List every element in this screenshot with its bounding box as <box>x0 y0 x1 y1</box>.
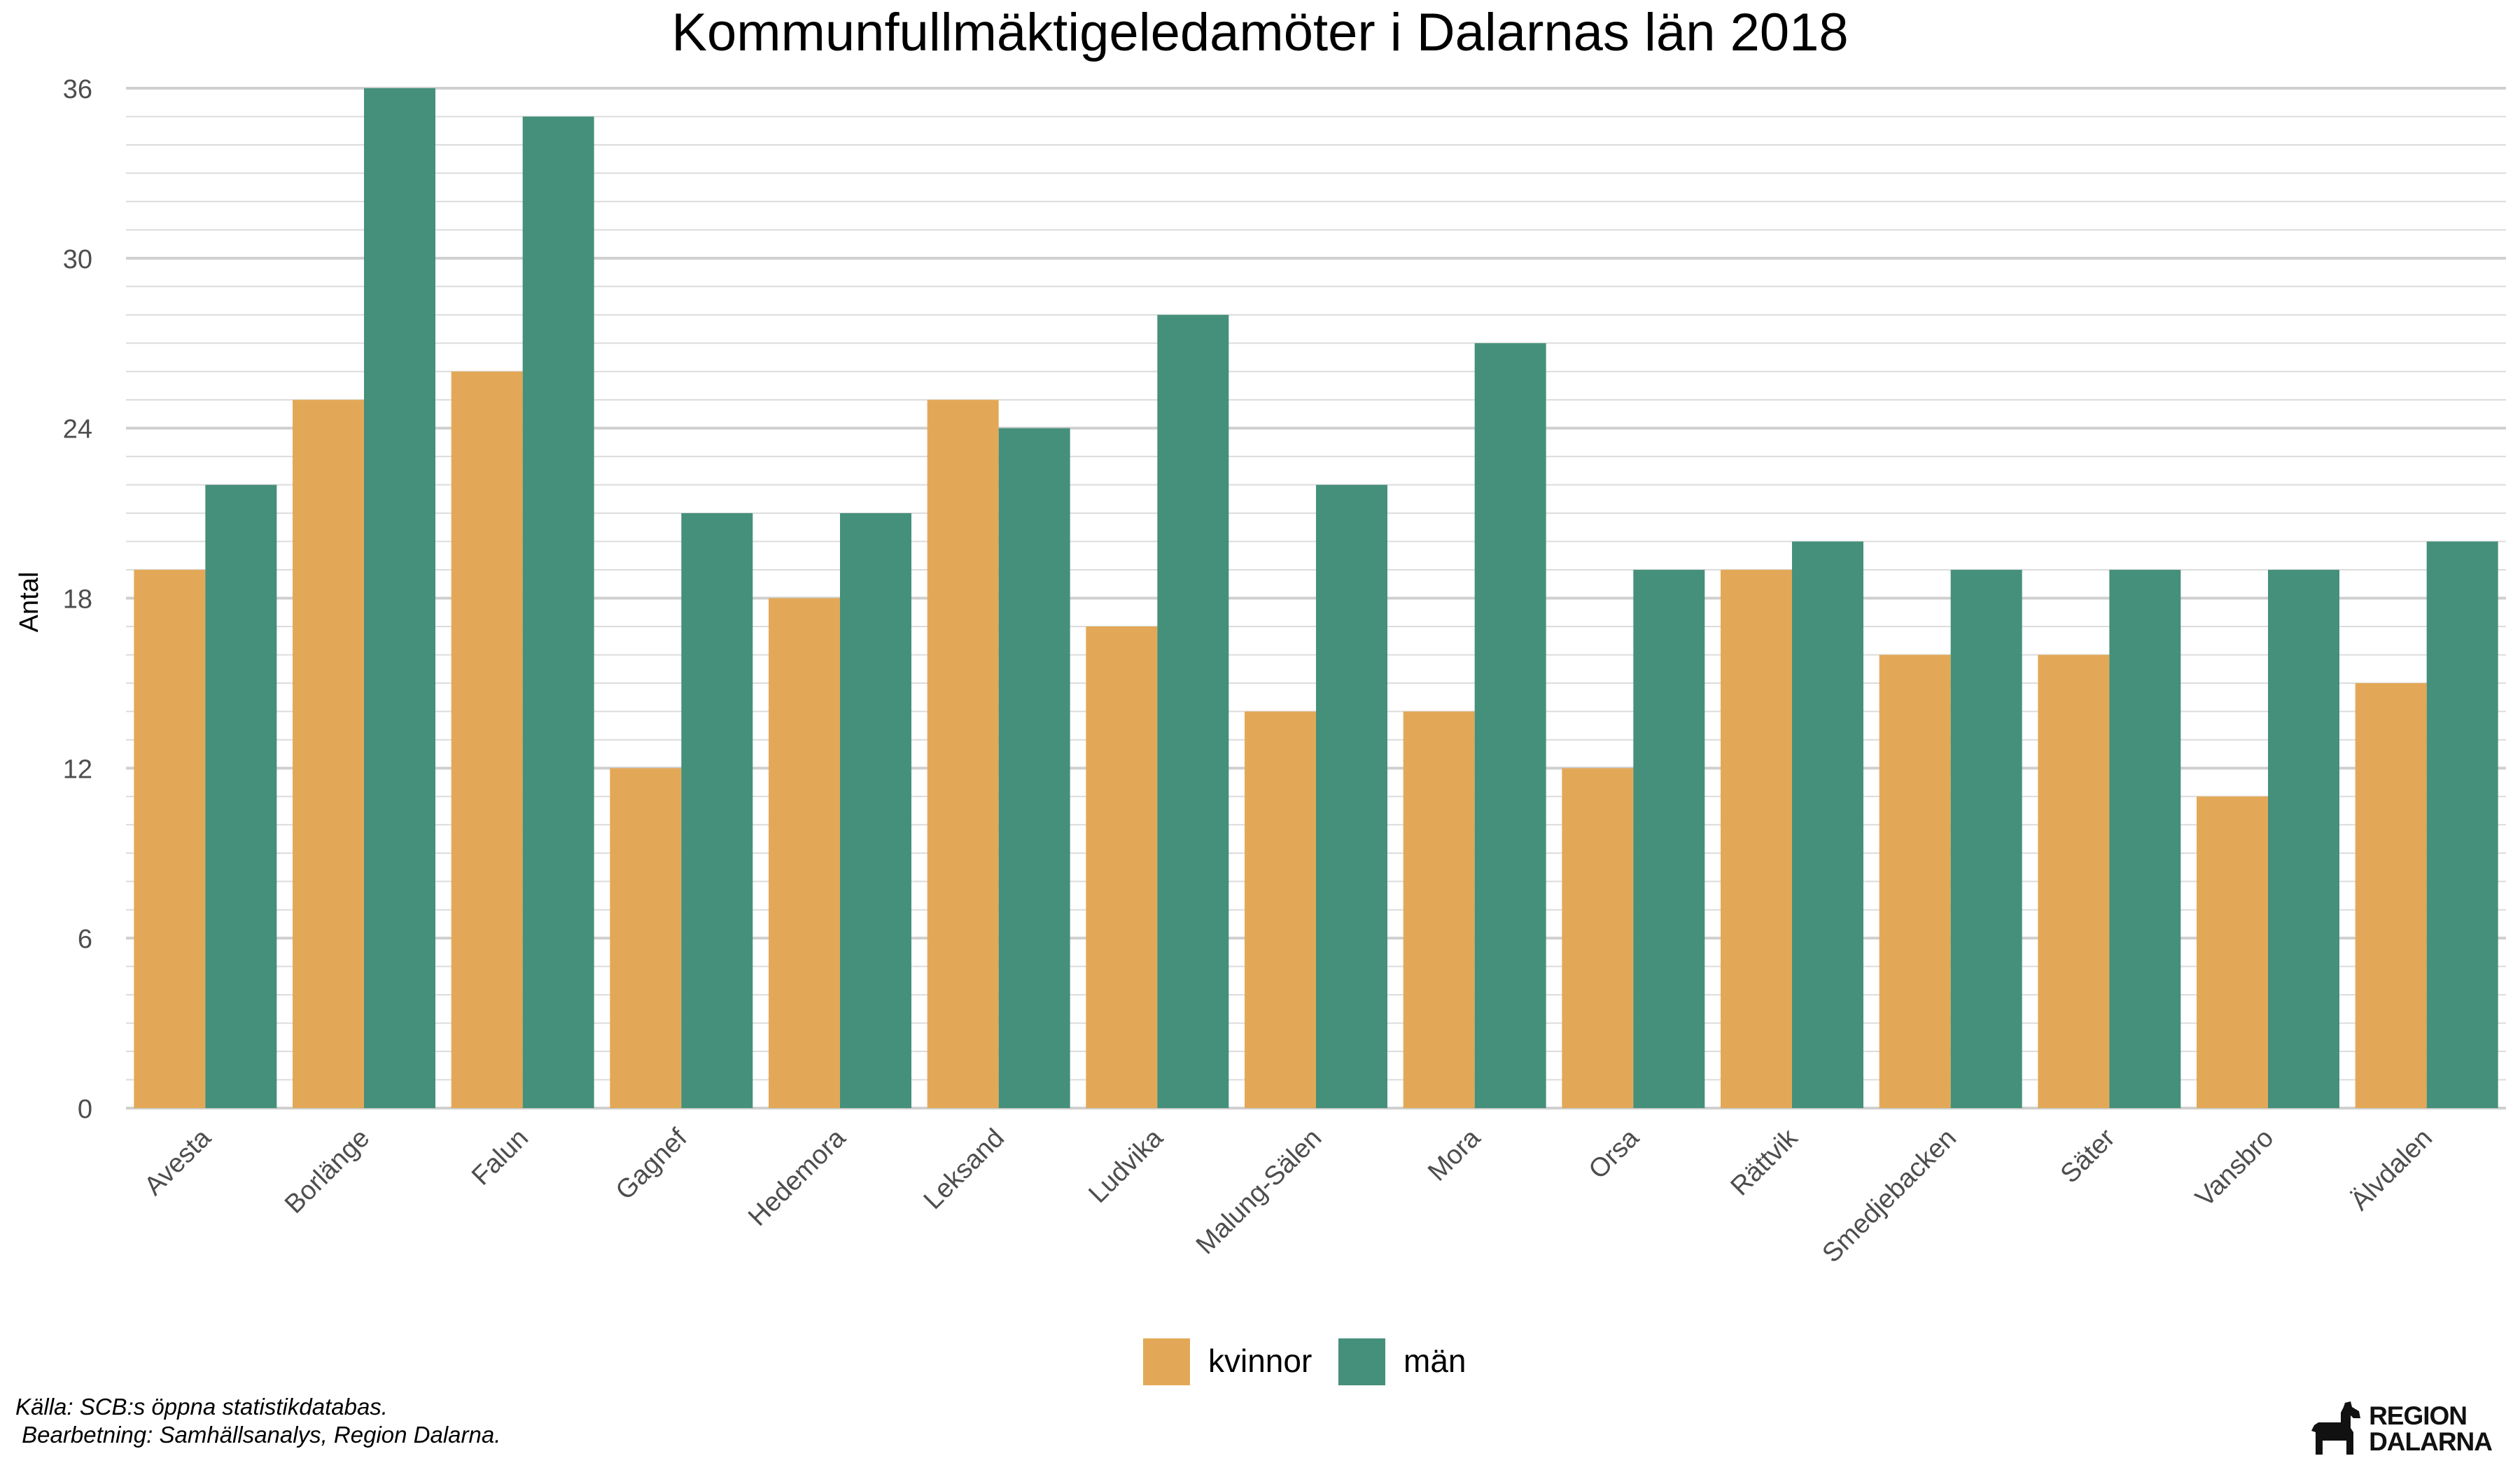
bar-män-Borlänge <box>364 88 435 1108</box>
x-tick-label: Mora <box>1422 1123 1487 1187</box>
logo-line-1: REGION <box>2369 1401 2468 1430</box>
y-tick-label: 6 <box>78 925 92 954</box>
x-tick-label: Vansbro <box>2190 1124 2280 1213</box>
region-dalarna-logo: REGION DALARNA <box>2309 1400 2493 1457</box>
bar-män-Gagnef <box>681 513 753 1108</box>
bar-män-Vansbro <box>2268 570 2339 1108</box>
legend-swatch-män <box>1338 1338 1385 1385</box>
bar-män-Säter <box>2109 570 2181 1108</box>
bar-kvinnor-Älvdalen <box>2355 682 2427 1108</box>
caption-source: Källa: SCB:s öppna statistikdatabas. <box>15 1394 388 1420</box>
y-tick-label: 24 <box>63 415 92 444</box>
y-tick-label: 0 <box>78 1095 92 1124</box>
caption-processing: Bearbetning: Samhällsanalys, Region Dala… <box>15 1422 501 1448</box>
x-tick-label: Smedjebacken <box>1817 1124 1962 1268</box>
bar-kvinnor-Orsa <box>1562 768 1634 1108</box>
bar-kvinnor-Borlänge <box>293 400 364 1108</box>
legend: kvinnor män <box>1143 1338 1466 1385</box>
dala-horse-icon <box>2311 1401 2361 1455</box>
x-tick-label: Älvdalen <box>2345 1124 2438 1217</box>
bar-kvinnor-Mora <box>1403 711 1475 1108</box>
legend-label-kvinnor: kvinnor <box>1208 1343 1312 1379</box>
y-tick-label: 12 <box>63 755 92 784</box>
bar-män-Ludvika <box>1157 314 1229 1108</box>
bar-män-Falun <box>522 116 594 1109</box>
bar-män-Älvdalen <box>2426 541 2498 1108</box>
x-axis-ticks: Avesta Borlänge Falun Gagnef Hedemora Leksand… <box>139 1123 2438 1268</box>
y-tick-label: 18 <box>63 585 92 615</box>
x-tick-label: Falun <box>466 1124 534 1191</box>
bar-kvinnor-Säter <box>2038 654 2110 1108</box>
bar-män-Mora <box>1474 343 1546 1108</box>
legend-swatch-kvinnor <box>1143 1338 1190 1385</box>
x-tick-label: Avesta <box>139 1123 217 1201</box>
x-tick-label: Leksand <box>918 1124 1010 1215</box>
bar-män-Rättvik <box>1792 541 1863 1108</box>
bar-kvinnor-Rättvik <box>1721 570 1792 1108</box>
bar-män-Malung-Sälen <box>1316 484 1387 1108</box>
x-tick-label: Ludvika <box>1083 1123 1169 1209</box>
bar-män-Orsa <box>1633 570 1705 1108</box>
x-tick-label: Säter <box>2055 1123 2121 1189</box>
bar-män-Avesta <box>205 484 277 1108</box>
source-caption: Källa: SCB:s öppna statistikdatabas. Bea… <box>15 1393 500 1449</box>
bar-kvinnor-Avesta <box>134 570 206 1108</box>
bar-män-Leksand <box>998 428 1070 1108</box>
bar-kvinnor-Gagnef <box>610 768 682 1108</box>
x-tick-label: Rättvik <box>1726 1123 1805 1202</box>
y-axis-ticks: 0 6 12 18 24 30 36 <box>63 75 92 1124</box>
y-tick-label: 30 <box>63 245 92 274</box>
x-tick-label: Gagnef <box>610 1123 693 1205</box>
x-tick-label: Malung-Sälen <box>1191 1124 1328 1261</box>
bars <box>134 88 2498 1109</box>
chart-title: Kommunfullmäktigeledamöter i Dalarnas lä… <box>671 3 1848 62</box>
bar-kvinnor-Leksand <box>927 400 999 1108</box>
bar-kvinnor-Ludvika <box>1086 626 1158 1108</box>
bar-kvinnor-Falun <box>451 371 523 1109</box>
y-tick-label: 36 <box>63 75 92 104</box>
legend-label-män: män <box>1404 1343 1466 1379</box>
bar-kvinnor-Smedjebacken <box>1879 654 1951 1108</box>
bar-kvinnor-Hedemora <box>769 598 840 1108</box>
bar-män-Hedemora <box>840 513 911 1108</box>
x-tick-label: Borlänge <box>279 1124 375 1219</box>
x-tick-label: Hedemora <box>743 1123 852 1232</box>
bar-kvinnor-Vansbro <box>2197 796 2268 1108</box>
bar-män-Smedjebacken <box>1950 570 2022 1108</box>
bar-kvinnor-Malung-Sälen <box>1245 711 1316 1108</box>
logo-line-2: DALARNA <box>2369 1427 2493 1456</box>
y-axis-label: Antal <box>15 572 44 633</box>
x-tick-label: Orsa <box>1583 1123 1646 1185</box>
